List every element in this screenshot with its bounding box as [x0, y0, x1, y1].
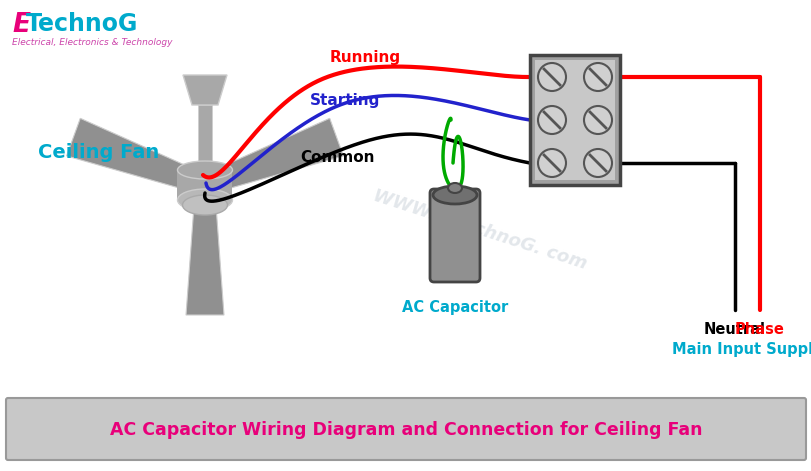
- FancyBboxPatch shape: [530, 55, 620, 185]
- Bar: [198, 105, 212, 170]
- Polygon shape: [182, 75, 227, 105]
- Text: Main Input Supply: Main Input Supply: [672, 342, 811, 357]
- FancyBboxPatch shape: [534, 60, 614, 180]
- Text: E: E: [12, 12, 30, 38]
- Circle shape: [583, 149, 611, 177]
- FancyBboxPatch shape: [6, 398, 805, 460]
- Text: WWW. ETechnoG. com: WWW. ETechnoG. com: [371, 187, 589, 273]
- Circle shape: [538, 106, 565, 134]
- Ellipse shape: [182, 195, 227, 215]
- Bar: [178, 170, 232, 200]
- Polygon shape: [67, 118, 208, 195]
- Text: Running: Running: [329, 50, 401, 65]
- Ellipse shape: [448, 183, 461, 193]
- Ellipse shape: [178, 161, 232, 179]
- Text: Electrical, Electronics & Technology: Electrical, Electronics & Technology: [12, 38, 172, 47]
- Circle shape: [538, 63, 565, 91]
- Text: Starting: Starting: [310, 93, 380, 108]
- Text: AC Capacitor Wiring Diagram and Connection for Ceiling Fan: AC Capacitor Wiring Diagram and Connecti…: [109, 421, 702, 439]
- Polygon shape: [201, 118, 343, 195]
- Ellipse shape: [432, 186, 476, 204]
- FancyBboxPatch shape: [430, 189, 479, 282]
- Circle shape: [583, 63, 611, 91]
- Text: AC Capacitor: AC Capacitor: [401, 300, 508, 315]
- Text: Phase: Phase: [734, 322, 784, 337]
- Polygon shape: [186, 185, 224, 315]
- Text: Neutral: Neutral: [703, 322, 765, 337]
- Circle shape: [538, 149, 565, 177]
- Text: Ceiling Fan: Ceiling Fan: [38, 143, 159, 162]
- Circle shape: [583, 106, 611, 134]
- Text: Common: Common: [299, 150, 374, 165]
- Text: TechnoG: TechnoG: [26, 12, 138, 36]
- Ellipse shape: [178, 189, 232, 211]
